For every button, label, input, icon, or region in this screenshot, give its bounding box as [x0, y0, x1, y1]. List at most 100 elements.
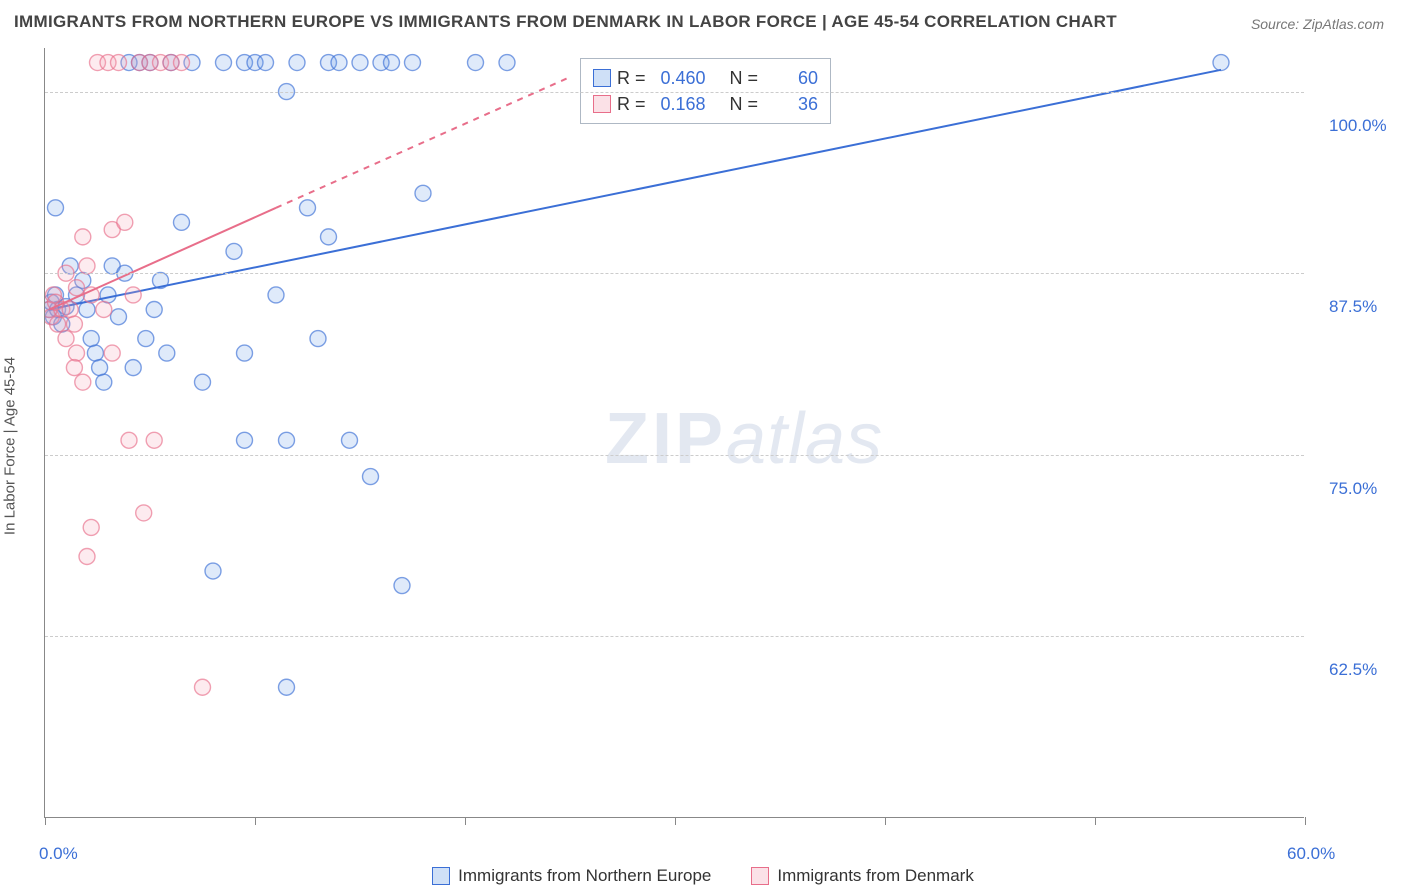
scatter-point: [58, 331, 74, 347]
scatter-point: [146, 432, 162, 448]
scatter-point: [195, 679, 211, 695]
scatter-point: [138, 331, 154, 347]
scatter-point: [104, 345, 120, 361]
grid-line: [45, 273, 1304, 274]
scatter-point: [125, 287, 141, 303]
scatter-point: [384, 55, 400, 71]
legend-stats-row-0: R = 0.460 N = 60: [593, 65, 818, 91]
scatter-point: [66, 360, 82, 376]
bottom-legend: Immigrants from Northern Europe Immigran…: [0, 866, 1406, 886]
legend-swatch-0: [593, 69, 611, 87]
r-value-1: 0.168: [652, 94, 706, 115]
scatter-point: [268, 287, 284, 303]
legend-stats-row-1: R = 0.168 N = 36: [593, 91, 818, 117]
x-tick: [885, 817, 886, 825]
scatter-point: [100, 287, 116, 303]
n-value-0: 60: [764, 68, 818, 89]
scatter-point: [237, 432, 253, 448]
scatter-point: [96, 302, 112, 318]
scatter-point: [415, 185, 431, 201]
y-tick-label: 75.0%: [1329, 479, 1377, 499]
scatter-point: [83, 331, 99, 347]
scatter-point: [258, 55, 274, 71]
scatter-point: [216, 55, 232, 71]
y-tick-label: 62.5%: [1329, 660, 1377, 680]
scatter-point: [96, 374, 112, 390]
scatter-point: [342, 432, 358, 448]
scatter-point: [111, 309, 127, 325]
scatter-point: [394, 578, 410, 594]
plot-area: ZIPatlas R = 0.460 N = 60 R = 0.168 N = …: [44, 48, 1304, 818]
scatter-point: [83, 287, 99, 303]
scatter-point: [79, 258, 95, 274]
r-label-1: R =: [617, 94, 646, 115]
r-value-0: 0.460: [652, 68, 706, 89]
scatter-point: [300, 200, 316, 216]
scatter-point: [159, 345, 175, 361]
bottom-legend-label-0: Immigrants from Northern Europe: [458, 866, 711, 886]
scatter-point: [117, 214, 133, 230]
scatter-point: [352, 55, 368, 71]
scatter-point: [75, 229, 91, 245]
scatter-point: [237, 345, 253, 361]
bottom-legend-label-1: Immigrants from Denmark: [777, 866, 973, 886]
y-tick-label: 87.5%: [1329, 297, 1377, 317]
y-axis-label: In Labor Force | Age 45-54: [2, 357, 19, 535]
scatter-point: [69, 280, 85, 296]
x-tick-label-right: 60.0%: [1287, 844, 1335, 864]
scatter-point: [111, 55, 127, 71]
grid-line: [45, 92, 1304, 93]
scatter-point: [66, 316, 82, 332]
y-tick-label: 100.0%: [1329, 116, 1387, 136]
scatter-point: [205, 563, 221, 579]
scatter-point: [121, 432, 137, 448]
x-tick-label-left: 0.0%: [39, 844, 78, 864]
scatter-point: [136, 505, 152, 521]
chart-svg: [45, 48, 1305, 818]
scatter-point: [75, 374, 91, 390]
chart-title: IMMIGRANTS FROM NORTHERN EUROPE VS IMMIG…: [14, 12, 1117, 32]
n-label-0: N =: [730, 68, 759, 89]
scatter-point: [226, 243, 242, 259]
scatter-point: [146, 302, 162, 318]
scatter-point: [50, 316, 66, 332]
scatter-point: [87, 345, 103, 361]
bottom-swatch-0: [432, 867, 450, 885]
r-label-0: R =: [617, 68, 646, 89]
x-tick: [465, 817, 466, 825]
scatter-point: [279, 679, 295, 695]
x-tick: [1305, 817, 1306, 825]
scatter-point: [405, 55, 421, 71]
scatter-point: [279, 432, 295, 448]
scatter-point: [83, 519, 99, 535]
scatter-point: [363, 469, 379, 485]
scatter-point: [48, 200, 64, 216]
scatter-point: [195, 374, 211, 390]
scatter-point: [79, 548, 95, 564]
scatter-point: [289, 55, 305, 71]
scatter-point: [468, 55, 484, 71]
scatter-point: [499, 55, 515, 71]
scatter-point: [1213, 55, 1229, 71]
grid-line: [45, 455, 1304, 456]
x-tick: [675, 817, 676, 825]
x-tick: [1095, 817, 1096, 825]
x-tick: [45, 817, 46, 825]
n-value-1: 36: [764, 94, 818, 115]
scatter-point: [310, 331, 326, 347]
bottom-legend-item-1: Immigrants from Denmark: [751, 866, 973, 886]
bottom-swatch-1: [751, 867, 769, 885]
n-label-1: N =: [730, 94, 759, 115]
bottom-legend-item-0: Immigrants from Northern Europe: [432, 866, 711, 886]
scatter-point: [174, 214, 190, 230]
scatter-point: [62, 302, 78, 318]
scatter-point: [174, 55, 190, 71]
scatter-point: [331, 55, 347, 71]
x-tick: [255, 817, 256, 825]
scatter-point: [321, 229, 337, 245]
source-credit: Source: ZipAtlas.com: [1251, 16, 1384, 32]
scatter-point: [92, 360, 108, 376]
legend-swatch-1: [593, 95, 611, 113]
scatter-point: [69, 345, 85, 361]
grid-line: [45, 636, 1304, 637]
